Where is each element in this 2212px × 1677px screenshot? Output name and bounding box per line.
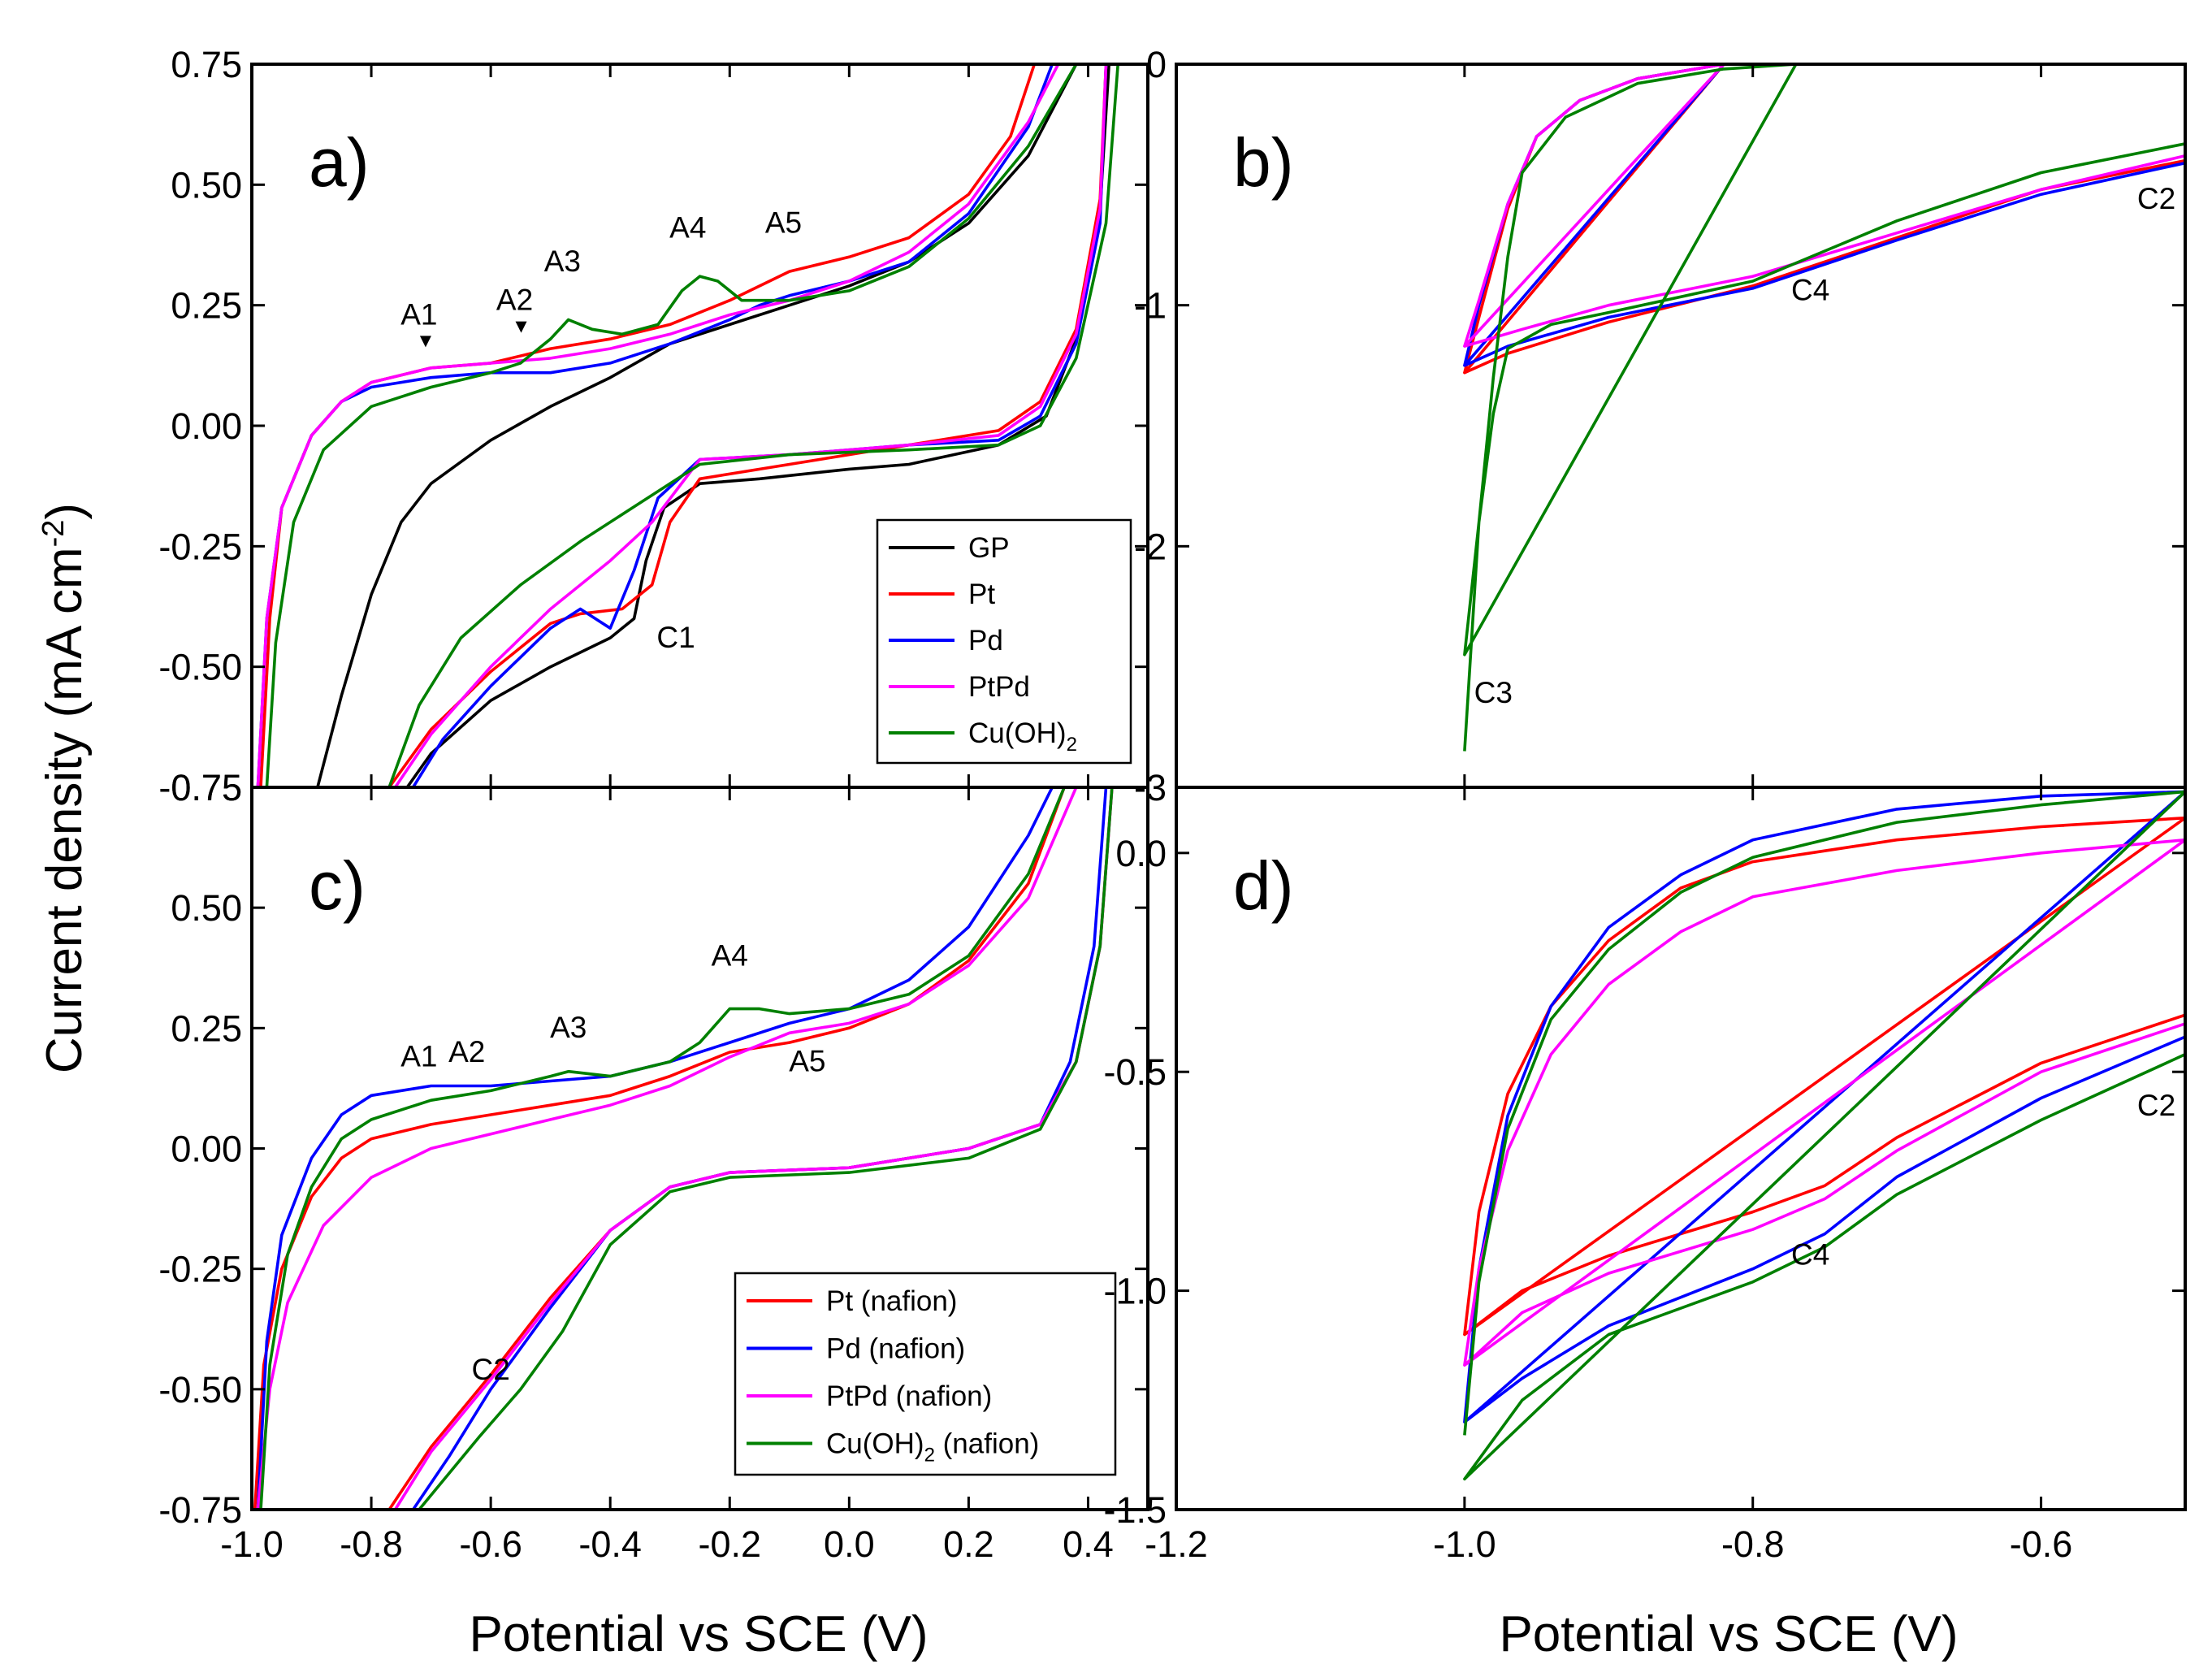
y-tick-label: -0.5 [1103, 1051, 1167, 1093]
annotation-a4: A4 [669, 211, 706, 245]
plot-frame [1175, 786, 2187, 1511]
panel-label: d) [1233, 847, 1294, 924]
annotation-arrow-icon [515, 321, 527, 333]
legend-label: PtPd [968, 671, 1030, 703]
y-axis-title: Current density (mA cm-2) [37, 503, 93, 1073]
y-tick-label: 0.25 [171, 1008, 242, 1049]
x-tick-label: -1.0 [1433, 1523, 1496, 1565]
legend-label: Pt (nafion) [826, 1285, 957, 1317]
y-tick-label: -0.50 [158, 647, 242, 688]
series-pt-line [1463, 64, 2185, 375]
y-tick-label: -0.50 [158, 1369, 242, 1410]
y-tick-label: -0.25 [158, 1249, 242, 1290]
series-ptpd-line [256, 64, 1108, 787]
y-tick-label: 0.50 [171, 887, 242, 929]
panel-label: b) [1233, 124, 1294, 201]
series-ptpd-line [1463, 64, 2185, 348]
series-cu-oh-2-line [1463, 790, 2185, 1481]
annotation-a2: A2 [448, 1035, 485, 1068]
x-tick-label: -1.2 [1145, 1523, 1208, 1565]
y-tick-label: -1.5 [1103, 1489, 1167, 1531]
annotation-a5: A5 [765, 206, 802, 240]
annotation-c1: C1 [656, 621, 695, 654]
y-tick-label: -2 [1134, 526, 1167, 567]
x-tick-label: -0.2 [698, 1523, 761, 1565]
x-tick-label: -0.8 [340, 1523, 403, 1565]
annotation-a2: A2 [496, 284, 533, 317]
x-tick-label: -0.6 [2010, 1523, 2073, 1565]
series-ptpd-nafion-line [256, 787, 1114, 1510]
series-pd-line [256, 64, 1108, 787]
legend-label: GP [968, 532, 1010, 564]
annotation-c2: C2 [2137, 1089, 2175, 1122]
y-tick-label: 0.00 [171, 1129, 242, 1170]
series-cu-oh-2-nafion-line [259, 787, 1114, 1510]
annotation-a3: A3 [550, 1011, 587, 1044]
y-tick-label: 0.00 [171, 405, 242, 447]
series-ptpd-line [1463, 838, 2185, 1367]
legend-box [734, 1272, 1117, 1476]
x-tick-label: 0.0 [824, 1523, 875, 1565]
annotation-a1: A1 [400, 297, 437, 331]
y-tick-label: 0 [1146, 44, 1167, 85]
y-tick-label: -1.0 [1103, 1271, 1167, 1312]
y-tick-label: 0.25 [171, 285, 242, 327]
series-cu-oh-2-line [265, 64, 1119, 787]
annotation-c3: C3 [1474, 676, 1513, 709]
annotation-arrow-icon [419, 336, 431, 348]
annotation-c2: C2 [2137, 182, 2175, 215]
x-axis-title-right: Potential vs SCE (V) [1499, 1606, 1958, 1662]
series-cu-oh-2-line [1463, 64, 2185, 752]
x-axis-title-left: Potential vs SCE (V) [469, 1606, 928, 1662]
y-tick-label: -1 [1134, 285, 1167, 327]
panel-d: -1.2 -1.0 -0.8 -0.6 -1.5 -1.0 -0.5 0.0 d) C2 C4 [1103, 786, 2187, 1565]
y-tick-label: 0.0 [1115, 833, 1167, 874]
legend-label: PtPd (nafion) [826, 1380, 992, 1412]
annotation-a1: A1 [400, 1040, 437, 1073]
annotation-c2: C2 [471, 1353, 509, 1386]
legend-label: Pt [968, 578, 995, 610]
x-tick-label: -1.0 [220, 1523, 284, 1565]
legend-label: Pd [968, 625, 1003, 656]
x-tick-label: -0.8 [1721, 1523, 1785, 1565]
panel-c: -1.0 -0.8 -0.6 -0.4 -0.2 0.0 0.2 0.4 -0.75 -0.50 -… [158, 767, 1149, 1565]
x-tick-label: -0.4 [578, 1523, 642, 1565]
x-tick-label: 0.4 [1063, 1523, 1114, 1565]
series-pd-line [1463, 790, 2185, 1424]
panel-label: c) [309, 847, 366, 924]
panel-label: a) [309, 124, 370, 201]
annotation-c4: C4 [1791, 274, 1829, 307]
annotation-c4: C4 [1791, 1237, 1829, 1271]
annotation-a3: A3 [544, 245, 581, 278]
y-tick-label: 0.75 [171, 44, 242, 85]
series-gp-line [316, 64, 1110, 787]
y-tick-label: -0.75 [158, 767, 242, 808]
y-tick-label: 0.75 [171, 767, 242, 808]
legend: Pt (nafion)Pd (nafion)PtPd (nafion)Cu(OH… [734, 1272, 1117, 1476]
x-tick-label: -0.6 [459, 1523, 522, 1565]
panel-a: -0.75 -0.50 -0.25 0.00 0.25 0.50 0.75 a) A1 A2 A3 A… [158, 44, 1149, 808]
x-tick-label: 0.2 [943, 1523, 994, 1565]
y-tick-label: -0.75 [158, 1489, 242, 1531]
y-tick-label: -0.25 [158, 526, 242, 567]
legend-label: Pd (nafion) [826, 1333, 965, 1365]
annotation-a5: A5 [789, 1045, 825, 1078]
annotation-a4: A4 [712, 938, 748, 972]
y-tick-label: 0.50 [171, 164, 242, 206]
